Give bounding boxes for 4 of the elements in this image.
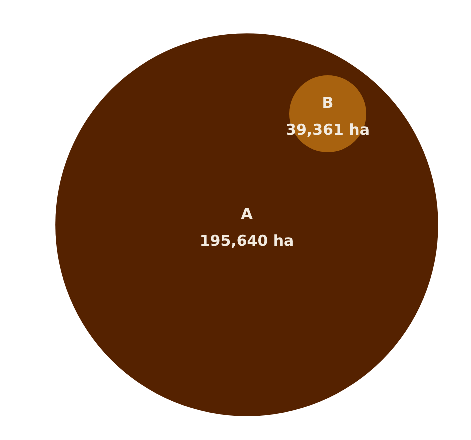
- category-label: A: [241, 205, 254, 223]
- data-label: 195,640 ha: [200, 232, 294, 250]
- data-label: 39,361 ha: [286, 121, 370, 139]
- category-label: B: [322, 94, 334, 112]
